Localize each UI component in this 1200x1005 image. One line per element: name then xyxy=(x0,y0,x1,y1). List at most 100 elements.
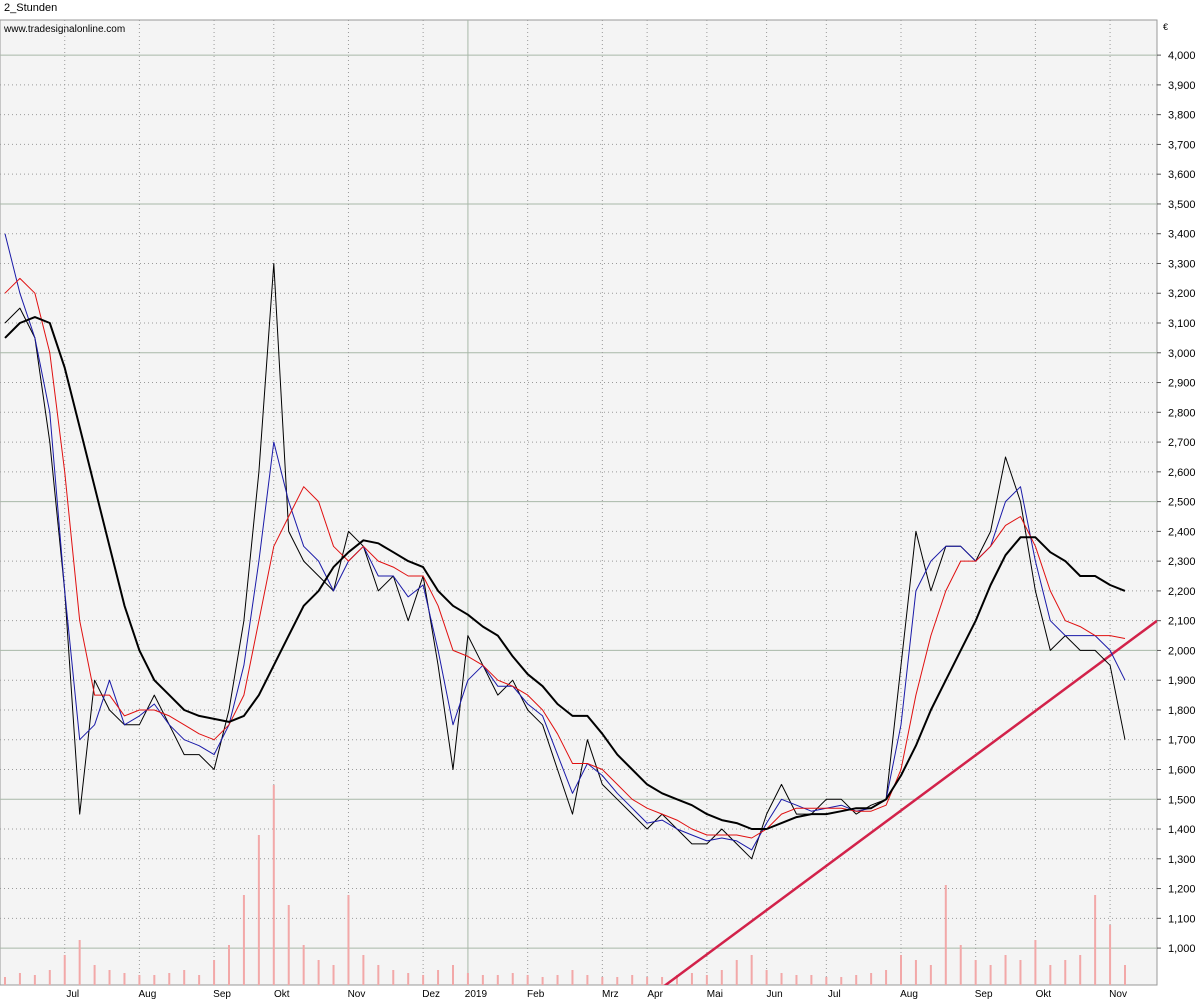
y-tick-label: 2,700 xyxy=(1168,437,1196,449)
volume-bar xyxy=(795,975,798,985)
volume-bar xyxy=(885,970,888,985)
volume-bar xyxy=(765,970,768,985)
x-tick-label: Aug xyxy=(900,989,918,1000)
y-tick-label: 3,200 xyxy=(1168,288,1196,300)
volume-bar xyxy=(929,965,932,985)
volume-bar xyxy=(18,973,21,985)
volume-bar xyxy=(332,965,335,985)
y-tick-label: 2,900 xyxy=(1168,378,1196,390)
volume-bar xyxy=(1064,960,1067,985)
volume-bar xyxy=(780,973,783,985)
volume-bar xyxy=(1004,955,1007,985)
volume-bar xyxy=(153,975,156,985)
volume-bar xyxy=(392,970,395,985)
volume-bar xyxy=(481,975,484,985)
volume-bar xyxy=(183,970,186,985)
volume-bar xyxy=(452,965,454,985)
volume-bar xyxy=(855,975,858,985)
volume-bar xyxy=(750,955,753,985)
volume-bar xyxy=(705,975,708,985)
y-tick-label: 2,400 xyxy=(1168,526,1196,538)
volume-bar xyxy=(48,970,51,985)
volume-bar xyxy=(1049,965,1052,985)
y-tick-label: 1,800 xyxy=(1168,705,1196,717)
x-tick-label: Apr xyxy=(647,989,663,1000)
volume-bar xyxy=(272,785,275,985)
y-tick-label: 2,000 xyxy=(1168,645,1196,657)
volume-bar xyxy=(213,960,216,985)
volume-bar xyxy=(302,945,305,985)
x-tick-label: Dez xyxy=(422,989,440,1000)
volume-bar xyxy=(407,973,410,985)
volume-bar xyxy=(362,955,365,985)
y-tick-label: 3,100 xyxy=(1168,318,1196,330)
y-tick-label: 2,200 xyxy=(1168,586,1196,598)
y-tick-label: 1,400 xyxy=(1168,824,1196,836)
x-tick-label: Aug xyxy=(139,989,157,1000)
y-tick-label: 2,500 xyxy=(1168,497,1196,509)
volume-bar xyxy=(646,977,649,985)
y-tick-label: 2,300 xyxy=(1168,556,1196,568)
volume-bar xyxy=(466,973,469,985)
volume-bar xyxy=(989,965,992,985)
volume-bar xyxy=(526,975,529,985)
x-tick-label: Feb xyxy=(527,989,545,1000)
y-tick-label: 1,000 xyxy=(1168,943,1196,955)
y-tick-label: 1,200 xyxy=(1168,884,1196,896)
y-tick-label: 2,600 xyxy=(1168,467,1196,479)
volume-bar xyxy=(377,965,380,985)
volume-bar xyxy=(78,940,81,985)
unit-label: € xyxy=(1163,22,1168,32)
volume-bar xyxy=(93,965,96,985)
volume-bar xyxy=(257,835,260,985)
x-tick-label: Sep xyxy=(975,989,993,1000)
plot-area xyxy=(0,19,1158,986)
y-tick-label: 4,000 xyxy=(1168,50,1196,62)
x-tick-label: Okt xyxy=(274,989,290,1000)
volume-bar xyxy=(601,977,604,985)
volume-bar xyxy=(511,973,514,985)
source-label: www.tradesignalonline.com xyxy=(3,24,125,35)
volume-bar xyxy=(944,885,947,985)
volume-bar xyxy=(33,975,36,985)
volume-bar xyxy=(347,895,350,985)
trendline xyxy=(663,619,1157,985)
volume-bar xyxy=(63,955,66,985)
volume-bar xyxy=(825,977,828,985)
y-tick-label: 2,800 xyxy=(1168,407,1196,419)
volume-bar xyxy=(586,975,589,985)
volume-bar xyxy=(840,977,843,985)
volume-bar xyxy=(690,973,693,985)
volume-bar xyxy=(1019,960,1022,985)
volume-bar xyxy=(4,977,6,985)
volume-bar xyxy=(242,895,245,985)
volume-bar xyxy=(228,945,230,985)
y-tick-label: 1,600 xyxy=(1168,764,1196,776)
y-tick-label: 1,700 xyxy=(1168,735,1196,747)
volume-bar xyxy=(422,975,425,985)
volume-bar xyxy=(571,970,574,985)
volume-bar xyxy=(168,973,171,985)
volume-bar xyxy=(1034,940,1037,985)
volume-bar xyxy=(900,955,902,985)
volume-bar xyxy=(810,975,813,985)
volume-bar xyxy=(496,975,499,985)
x-tick-label: Nov xyxy=(348,989,366,1000)
volume-bar xyxy=(720,970,723,985)
y-tick-label: 3,600 xyxy=(1168,169,1196,181)
volume-bar xyxy=(198,975,201,985)
chart-title: 2_Stunden xyxy=(4,2,57,14)
volume-bar xyxy=(138,975,141,985)
volume-bar xyxy=(123,973,126,985)
volume-bar xyxy=(661,977,664,985)
x-tick-label: Nov xyxy=(1109,989,1127,1000)
y-tick-label: 3,900 xyxy=(1168,80,1196,92)
volume-bar xyxy=(676,975,678,985)
volume-bar xyxy=(616,977,619,985)
volume-bar xyxy=(437,970,440,985)
x-tick-label: Mrz xyxy=(602,989,619,1000)
price-line xyxy=(4,316,1126,830)
volume-bar xyxy=(317,960,320,985)
plot xyxy=(0,20,1157,985)
